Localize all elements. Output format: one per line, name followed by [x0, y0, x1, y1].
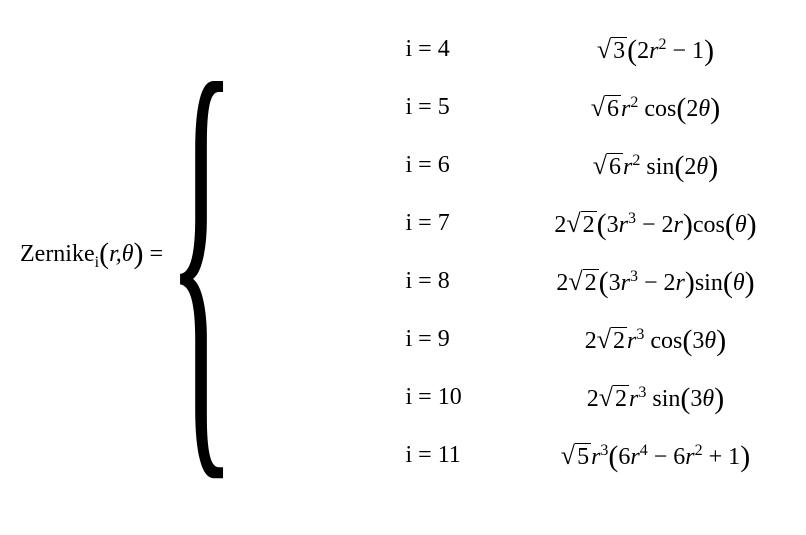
case-expr: 2√2r3 cos(3θ)	[505, 322, 805, 356]
sqrt-icon: √2	[599, 383, 629, 413]
case-row: i = 5 √6r2 cos(2θ)	[405, 78, 805, 136]
case-label: i = 4	[405, 36, 505, 63]
case-expr: 2√2r3 sin(3θ)	[505, 380, 805, 414]
case-expr: 2√2(3r3 − 2r)sin(θ)	[505, 264, 805, 298]
case-expr: 2√2(3r3 − 2r)cos(θ)	[505, 206, 805, 240]
case-row: i = 11 √5r3(6r4 − 6r2 + 1)	[405, 426, 805, 484]
case-label: i = 11	[405, 442, 505, 469]
case-label: i = 5	[405, 94, 505, 121]
sqrt-icon: √2	[597, 325, 627, 355]
case-label: i = 10	[405, 384, 505, 411]
case-expr: √6r2 cos(2θ)	[505, 90, 805, 124]
case-expr: √3(2r2 − 1)	[505, 32, 805, 66]
case-row: i = 8 2√2(3r3 − 2r)sin(θ)	[405, 252, 805, 310]
lhs: Zernikei(r,θ) =	[20, 235, 163, 269]
case-row: i = 9 2√2r3 cos(3θ)	[405, 310, 805, 368]
left-brace: {	[167, 24, 236, 480]
lhs-args: r,θ	[109, 241, 133, 267]
case-expr: √5r3(6r4 − 6r2 + 1)	[505, 438, 805, 472]
sqrt-icon: √2	[568, 267, 598, 297]
sqrt-icon: √6	[591, 93, 621, 123]
sqrt-icon: √2	[566, 209, 596, 239]
case-row: i = 4 √3(2r2 − 1)	[405, 20, 805, 78]
case-label: i = 6	[405, 152, 505, 179]
case-row: i = 6 √6r2 sin(2θ)	[405, 136, 805, 194]
case-expr: √6r2 sin(2θ)	[505, 148, 805, 182]
case-label: i = 7	[405, 210, 505, 237]
zernike-equation: Zernikei(r,θ) = { i = 4 √3(2r2 − 1) i = …	[20, 20, 786, 484]
equals-sign: =	[150, 241, 164, 267]
case-row: i = 7 2√2(3r3 − 2r)cos(θ)	[405, 194, 805, 252]
sqrt-icon: √6	[593, 151, 623, 181]
case-label: i = 8	[405, 268, 505, 295]
cases-block: i = 4 √3(2r2 − 1) i = 5 √6r2 cos(2θ) i =…	[405, 20, 805, 484]
sqrt-icon: √3	[597, 35, 627, 65]
lhs-name: Zernike	[20, 241, 95, 267]
sqrt-icon: √5	[561, 441, 591, 471]
case-row: i = 10 2√2r3 sin(3θ)	[405, 368, 805, 426]
case-label: i = 9	[405, 326, 505, 353]
